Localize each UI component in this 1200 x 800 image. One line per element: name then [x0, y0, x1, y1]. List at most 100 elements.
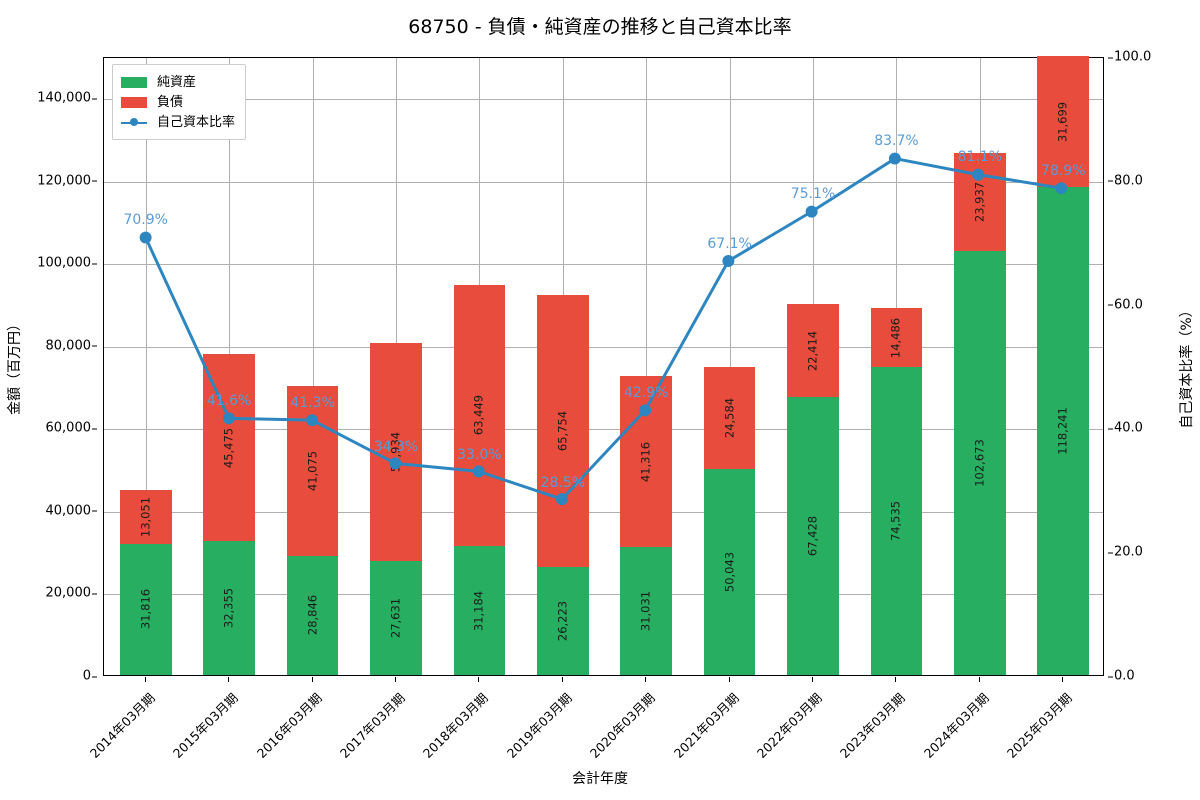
tick-mark: [895, 677, 897, 682]
bar-group[interactable]: 27,631 52,934: [370, 342, 422, 675]
y-axis-left-tick-label: 60,000: [46, 421, 97, 436]
tick-mark: [812, 677, 814, 682]
y-axis-left-tick-label: 0: [83, 669, 97, 684]
gridline-vertical: [729, 58, 731, 675]
plot-area: 31,816 13,051 32,355 45,475 28,846 41,075 27,6…: [103, 56, 1104, 676]
y-axis-left-tick-label: 120,000: [37, 173, 97, 188]
equity-ratio-marker[interactable]: [888, 152, 901, 165]
bar-group[interactable]: 74,535 14,486: [870, 307, 923, 675]
tick-mark: [978, 677, 980, 682]
equity-ratio-marker[interactable]: [555, 493, 568, 506]
tick-mark: [1108, 552, 1113, 554]
tick-mark: [92, 263, 97, 265]
gridline-vertical: [312, 58, 314, 675]
bar-segment-liabilities[interactable]: 13,051: [119, 489, 172, 544]
bar-segment-liabilities[interactable]: 22,414: [787, 304, 839, 397]
equity-ratio-marker[interactable]: [805, 205, 818, 218]
equity-ratio-marker[interactable]: [139, 231, 152, 244]
equity-ratio-marker[interactable]: [639, 404, 652, 417]
legend-item-label: 純資産: [157, 74, 197, 90]
bars-layer: 31,816 13,051 32,355 45,475 28,846 41,075 27,6…: [104, 56, 1103, 675]
bar-group[interactable]: 26,223 65,754: [536, 295, 589, 675]
tick-mark: [478, 677, 480, 682]
bar-group[interactable]: 50,043 24,584: [703, 367, 756, 675]
ratio-value-label: 42.9%: [623, 385, 669, 402]
y-axis-left-label: 金額（百万円）: [7, 317, 23, 415]
equity-ratio-marker[interactable]: [972, 168, 985, 181]
tick-mark: [645, 677, 647, 682]
gridline-horizontal: [104, 594, 1103, 596]
bar-group[interactable]: 28,846 41,075: [286, 386, 339, 675]
gridline-horizontal: [104, 346, 1103, 348]
bar-group[interactable]: 32,355 45,475: [203, 353, 255, 675]
ratio-value-label: 33.0%: [457, 446, 502, 463]
tick-mark: [1062, 677, 1064, 682]
tick-mark: [1108, 428, 1113, 430]
ratio-value-label: 41.6%: [206, 393, 252, 410]
gridline-vertical: [145, 58, 147, 675]
y-axis-left-tick-label: 100,000: [37, 256, 97, 271]
legend-item[interactable]: 純資産: [121, 72, 235, 92]
equity-ratio-marker[interactable]: [1055, 182, 1068, 195]
tick-mark: [1108, 180, 1113, 182]
bar-segment-equity[interactable]: 28,846: [286, 555, 339, 675]
ratio-value-label: 28.5%: [540, 474, 586, 491]
legend-item[interactable]: 自己資本比率: [121, 112, 235, 132]
bar-segment-equity[interactable]: 26,223: [536, 566, 589, 675]
bar-segment-liabilities[interactable]: 14,486: [870, 307, 923, 368]
tick-mark: [92, 345, 97, 347]
bar-segment-liabilities[interactable]: 24,584: [703, 367, 756, 469]
bar-group[interactable]: 118,241 31,699: [1037, 56, 1090, 675]
equity-ratio-marker[interactable]: [722, 255, 735, 267]
chart-legend: 純資産負債自己資本比率: [112, 64, 247, 140]
y-axis-right-tick-label: 60.0: [1108, 297, 1143, 312]
bar-segment-liabilities[interactable]: 45,475: [203, 353, 255, 542]
equity-ratio-marker[interactable]: [222, 412, 235, 425]
bar-group[interactable]: 31,816 13,051: [119, 489, 172, 675]
bar-segment-equity[interactable]: 31,816: [119, 543, 172, 675]
tick-mark: [92, 98, 97, 100]
y-axis-right-label: 自己資本比率（%）: [1179, 303, 1195, 429]
bar-group[interactable]: 67,428 22,414: [787, 304, 839, 675]
gridline-horizontal: [104, 181, 1103, 183]
ratio-value-label: 67.1%: [707, 235, 752, 252]
tick-mark: [728, 677, 730, 682]
bar-segment-equity[interactable]: 31,184: [453, 546, 506, 675]
legend-item[interactable]: 負債: [121, 92, 235, 112]
bar-group[interactable]: 102,673 23,937: [954, 152, 1006, 675]
equity-ratio-marker[interactable]: [306, 414, 319, 427]
ratio-value-label: 78.9%: [1041, 162, 1086, 179]
bar-segment-equity[interactable]: 118,241: [1037, 187, 1090, 675]
bar-segment-liabilities[interactable]: 31,699: [1037, 56, 1090, 188]
y-axis-right-tick-label: 0.0: [1108, 669, 1135, 684]
ratio-labels-layer: 70.9% 41.6% 41.3% 34.3% 33.0% 28.5% 42.9% 67.1%…: [104, 58, 1103, 675]
chart-title: 68750 - 負債・純資産の推移と自己資本比率: [408, 16, 792, 38]
tick-mark: [92, 510, 97, 512]
bar-segment-equity[interactable]: 74,535: [870, 367, 923, 675]
tick-mark: [311, 677, 313, 682]
ratio-value-label: 81.1%: [957, 148, 1003, 165]
bar-segment-equity[interactable]: 27,631: [370, 560, 422, 675]
tick-mark: [92, 676, 97, 677]
legend-swatch-icon: [121, 76, 147, 88]
y-axis-left-tick-label: 20,000: [46, 586, 97, 601]
equity-ratio-marker[interactable]: [389, 457, 402, 470]
bar-segment-liabilities[interactable]: 65,754: [536, 295, 589, 567]
bar-segment-liabilities[interactable]: 52,934: [370, 342, 422, 561]
bar-group[interactable]: 31,184 63,449: [453, 284, 506, 675]
y-axis-left-tick-label: 140,000: [37, 91, 97, 106]
bar-segment-equity[interactable]: 67,428: [787, 396, 839, 675]
tick-mark: [92, 428, 97, 430]
bar-segment-equity[interactable]: 32,355: [203, 541, 255, 675]
y-axis-left-tick-label: 40,000: [46, 503, 97, 518]
bar-segment-equity[interactable]: 31,031: [620, 546, 673, 675]
ratio-value-label: 75.1%: [790, 186, 836, 203]
tick-mark: [228, 677, 230, 682]
legend-item-label: 負債: [157, 94, 184, 110]
equity-ratio-marker[interactable]: [472, 465, 485, 478]
bar-segment-liabilities[interactable]: 63,449: [453, 284, 506, 547]
tick-mark: [92, 593, 97, 595]
gridline-vertical: [646, 58, 648, 675]
bar-segment-equity[interactable]: 102,673: [954, 251, 1006, 675]
bar-segment-equity[interactable]: 50,043: [703, 468, 756, 675]
